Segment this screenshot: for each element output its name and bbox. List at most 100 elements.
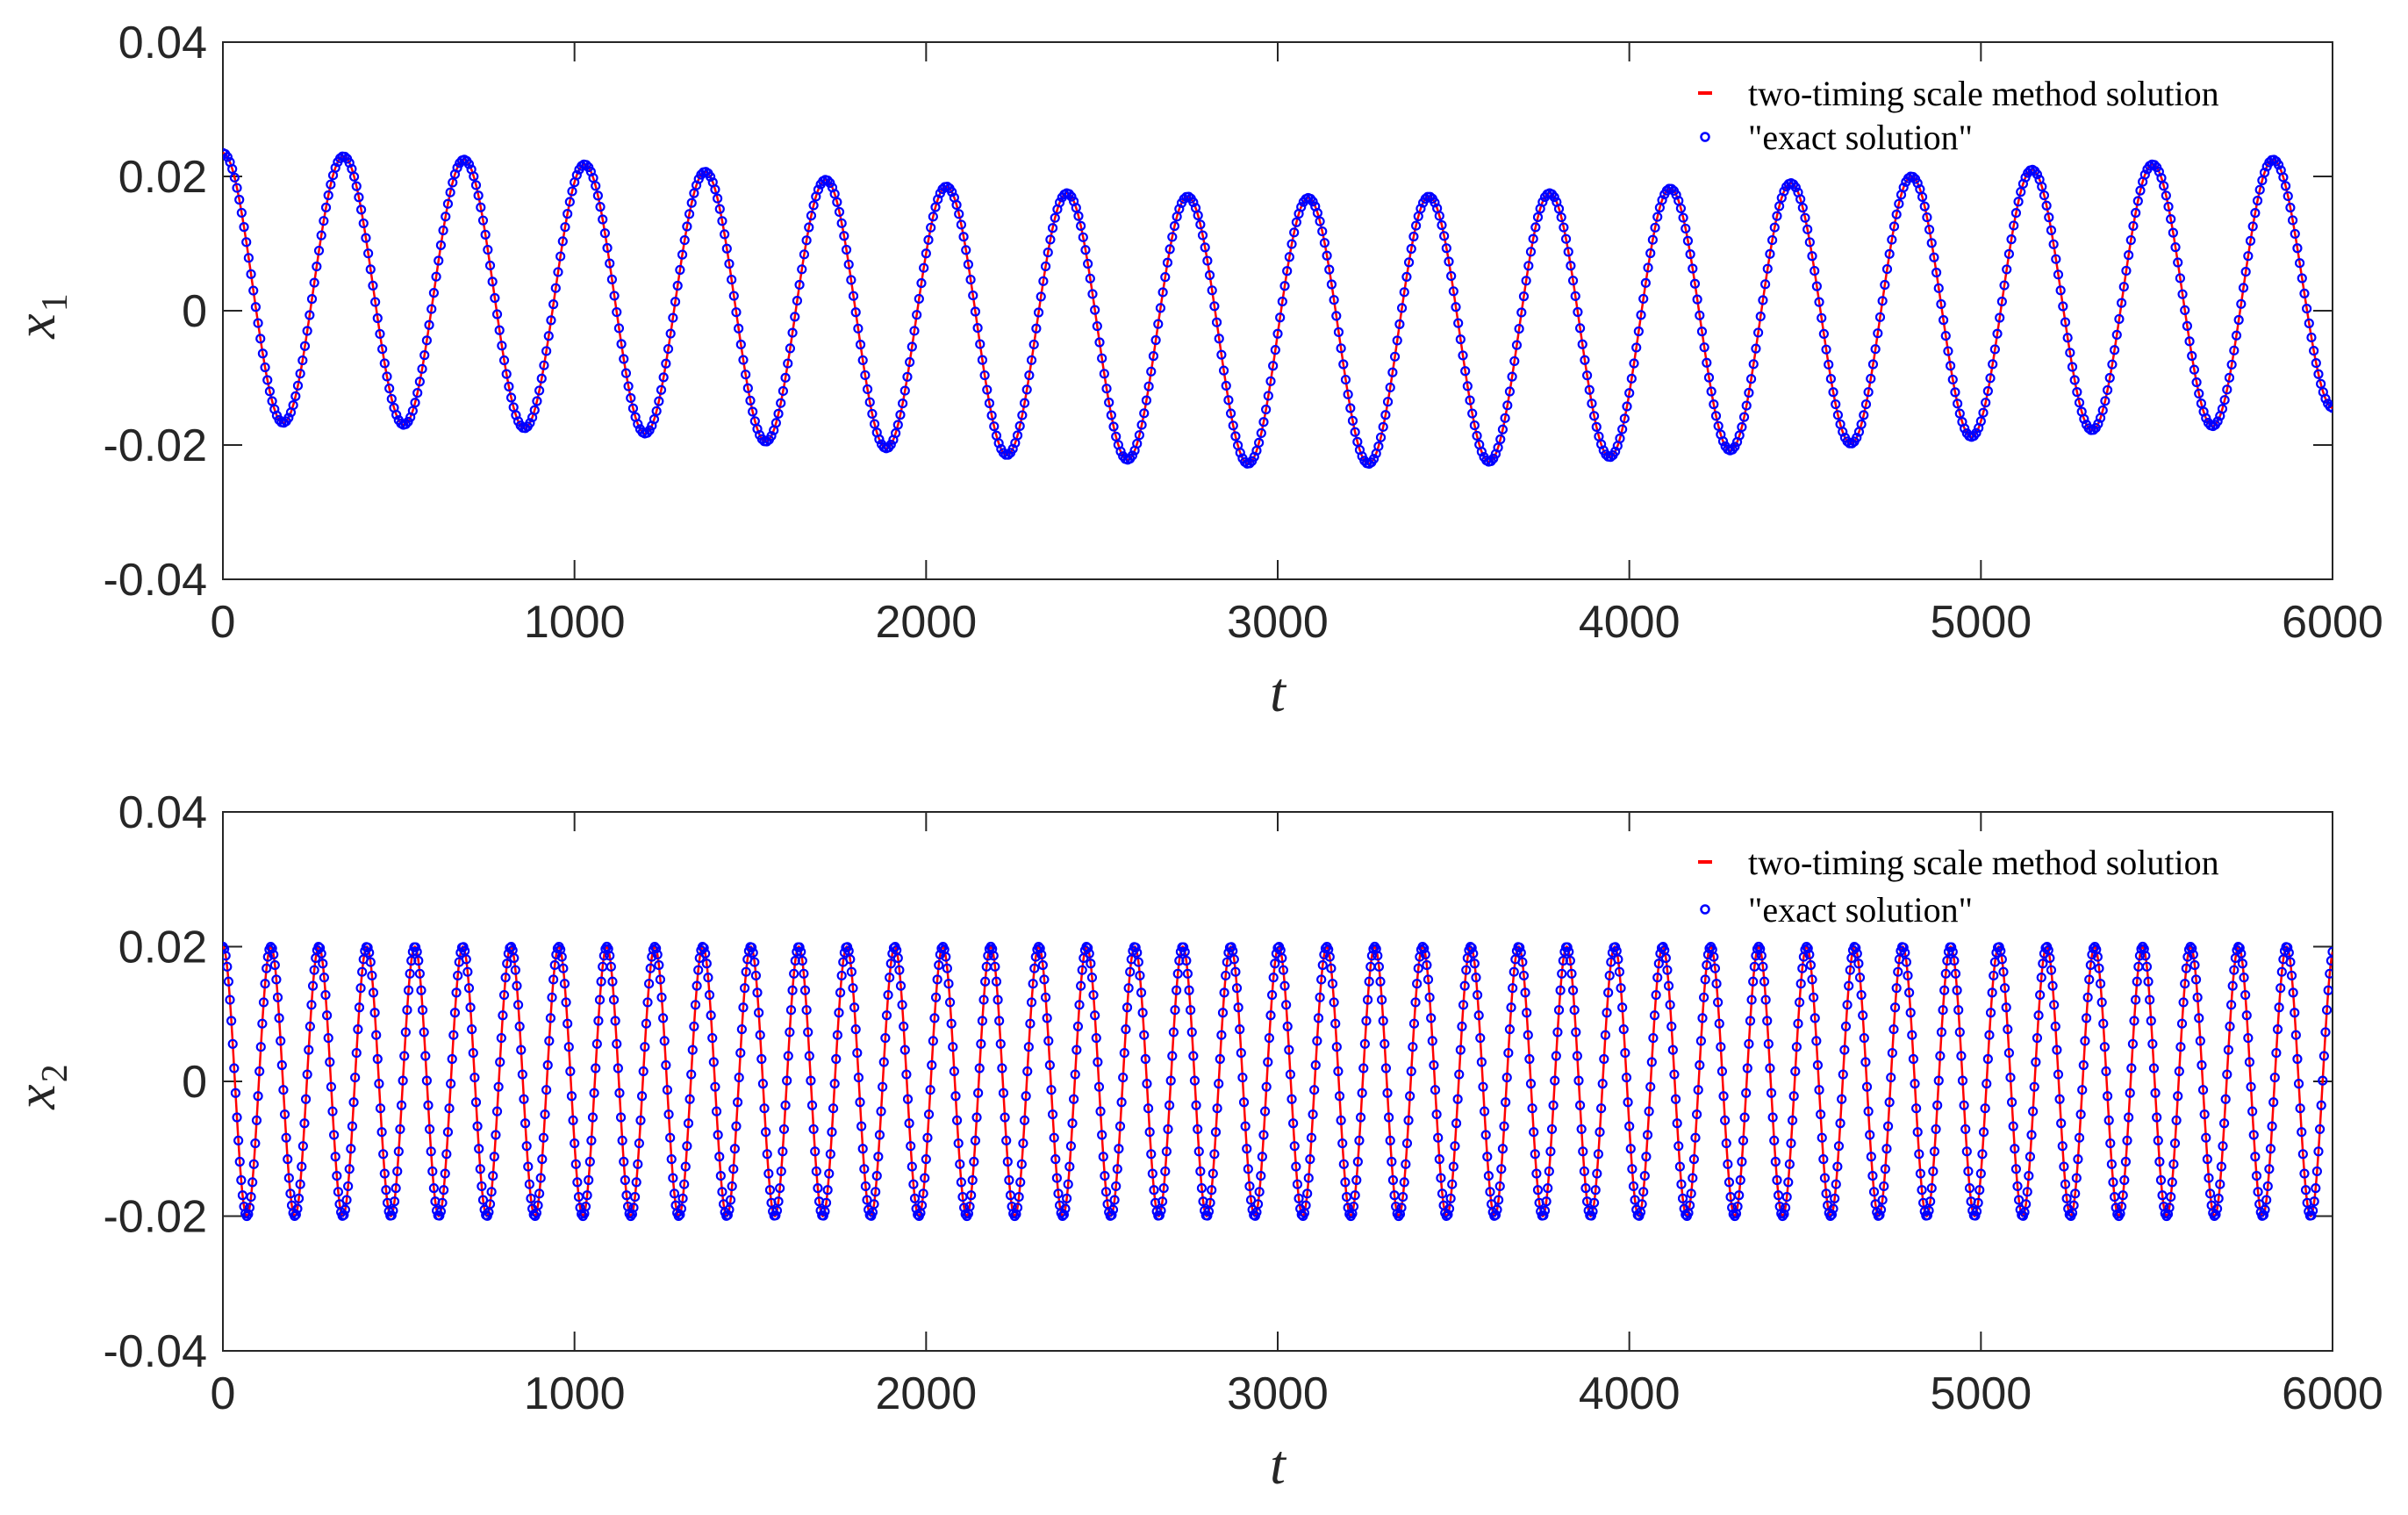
exact-solution-point xyxy=(1831,398,1841,410)
exact-solution-point xyxy=(1886,1072,1896,1083)
exact-solution-point xyxy=(1544,1166,1554,1177)
exact-solution-point xyxy=(871,1170,882,1181)
exact-solution-point xyxy=(1674,1161,1685,1172)
exact-solution-point xyxy=(1563,247,1573,257)
exact-solution-point xyxy=(1943,346,1953,356)
exact-solution-point xyxy=(1333,327,1344,337)
exact-solution-point xyxy=(272,992,283,1002)
exact-solution-point xyxy=(954,209,964,219)
exact-solution-point xyxy=(2252,196,2263,206)
exact-solution-point xyxy=(2052,1045,2062,1055)
exact-solution-point xyxy=(839,231,849,241)
exact-solution-point xyxy=(1157,287,1168,298)
exact-solution-point xyxy=(1448,1161,1458,1172)
exact-solution-point xyxy=(326,179,336,190)
exact-solution-point xyxy=(2237,959,2248,969)
exact-solution-point xyxy=(547,992,557,1002)
exact-solution-point xyxy=(374,1079,384,1089)
exact-solution-point xyxy=(2120,1156,2132,1167)
exact-solution-point xyxy=(1162,257,1173,268)
exact-solution-point xyxy=(2117,1201,2127,1212)
exact-solution-point xyxy=(1888,221,1900,232)
exact-solution-point xyxy=(1744,387,1754,398)
exact-solution-point xyxy=(2218,1118,2230,1129)
exact-solution-point xyxy=(1787,1115,1798,1126)
exact-solution-point xyxy=(2215,1179,2225,1189)
exact-solution-point xyxy=(1065,1141,1077,1152)
exact-solution-point xyxy=(1476,447,1487,457)
exact-solution-point xyxy=(229,172,240,183)
exact-solution-point xyxy=(1793,1018,1803,1029)
exact-solution-point xyxy=(379,1168,390,1179)
exact-solution-point xyxy=(1230,431,1241,442)
exact-solution-point xyxy=(1814,1085,1824,1095)
exact-solution-point xyxy=(908,1179,919,1189)
exact-solution-point xyxy=(909,1193,921,1203)
exact-solution-point xyxy=(722,1210,733,1220)
exact-solution-point xyxy=(1329,997,1339,1008)
exact-solution-point xyxy=(1376,994,1387,1005)
exact-solution-point xyxy=(878,1057,889,1067)
exact-solution-point xyxy=(916,1200,928,1210)
exact-solution-point xyxy=(1618,1024,1629,1035)
exact-solution-point xyxy=(1795,194,1806,205)
exact-solution-point xyxy=(1495,434,1506,445)
exact-solution-point xyxy=(1807,974,1817,985)
exact-solution-point xyxy=(541,346,552,356)
exact-solution-point xyxy=(783,358,793,369)
exact-solution-point xyxy=(367,970,377,981)
exact-solution-point xyxy=(1580,355,1590,365)
exact-solution-point xyxy=(2009,220,2019,231)
exact-solution-point xyxy=(1985,373,1996,384)
exact-solution-point xyxy=(869,1199,879,1210)
exact-solution-point xyxy=(658,372,669,383)
exact-solution-point xyxy=(1745,374,1757,384)
exact-solution-point xyxy=(1217,1008,1229,1018)
exact-solution-point xyxy=(295,1179,305,1189)
exact-solution-point xyxy=(1465,395,1475,406)
exact-solution-point xyxy=(1530,222,1541,233)
exact-solution-point xyxy=(1755,311,1766,322)
exact-solution-point xyxy=(1856,989,1867,1001)
exact-solution-point xyxy=(309,965,319,975)
x-tick-label: 3000 xyxy=(1227,597,1329,648)
exact-solution-point xyxy=(2233,314,2244,326)
exact-solution-point xyxy=(1413,963,1423,973)
exact-solution-point xyxy=(1949,955,1960,966)
exact-solution-point xyxy=(693,965,704,975)
exact-solution-point xyxy=(236,207,247,219)
exact-solution-point xyxy=(1860,398,1872,410)
exact-solution-point xyxy=(978,994,989,1005)
exact-solution-point xyxy=(1282,266,1293,276)
exact-solution-point xyxy=(930,992,942,1002)
exact-solution-point xyxy=(1406,1066,1416,1077)
exact-solution-point xyxy=(2074,398,2085,408)
exact-solution-point xyxy=(2211,1203,2223,1214)
exact-solution-point xyxy=(2304,318,2314,328)
exact-solution-point xyxy=(1423,974,1434,985)
exact-solution-point xyxy=(679,234,690,246)
exact-solution-point xyxy=(1770,1156,1781,1167)
exact-solution-point xyxy=(1711,979,1722,989)
exact-solution-point xyxy=(1509,355,1520,367)
exact-solution-point xyxy=(1839,1045,1850,1055)
exact-solution-point xyxy=(1427,1036,1437,1046)
x-tick-label: 4000 xyxy=(1579,597,1681,648)
exact-solution-point xyxy=(1317,226,1328,237)
exact-solution-point xyxy=(1693,1085,1703,1095)
exact-solution-point xyxy=(1372,951,1383,961)
exact-solution-point xyxy=(2216,1161,2226,1172)
exact-solution-point xyxy=(1879,1181,1889,1192)
exact-solution-point xyxy=(950,1091,961,1102)
exact-solution-point xyxy=(1434,1154,1444,1165)
exact-solution-point xyxy=(699,943,709,953)
exact-solution-point xyxy=(948,1042,958,1052)
exact-solution-point xyxy=(2060,1179,2071,1189)
exact-solution-point xyxy=(2048,239,2059,249)
exact-solution-point xyxy=(2321,1005,2333,1016)
exact-solution-point xyxy=(1978,1127,1989,1138)
exact-solution-point xyxy=(806,1100,818,1110)
exact-solution-point xyxy=(449,1008,461,1018)
exact-solution-point xyxy=(2006,234,2017,245)
exact-solution-point xyxy=(1146,1149,1157,1160)
